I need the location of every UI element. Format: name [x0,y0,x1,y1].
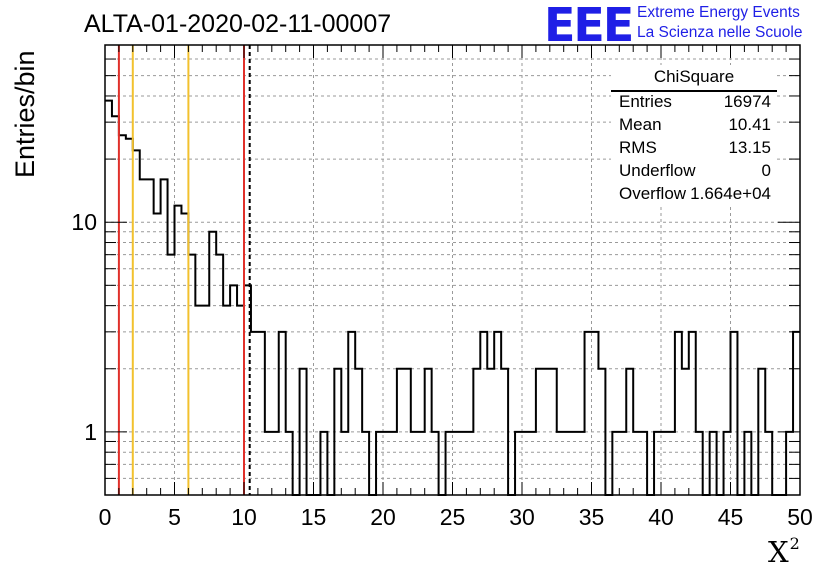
stats-value: 1.664e+04 [690,184,771,203]
y-tick-label: 10 [71,209,97,235]
x-tick-label: 45 [718,504,744,530]
eee-logo: EEE [544,0,634,52]
y-tick-label: 1 [84,419,97,445]
stats-key: Underflow [619,161,696,180]
x-tick-label: 5 [168,504,181,530]
y-axis-label: Entries/bin [10,50,40,178]
stats-key: RMS [619,138,657,157]
x-tick-label: 0 [99,504,112,530]
stats-title: ChiSquare [653,67,735,86]
x-tick-label: 20 [370,504,396,530]
stats-value: 10.41 [728,115,771,134]
stats-box: ChiSquare Entries 16974 Mean 10.41 RMS 1… [611,65,777,207]
stats-key: Entries [619,92,672,111]
stats-value: 13.15 [728,138,771,157]
chart-title: ALTA-01-2020-02-11-00007 [84,10,392,38]
brand-line-1: Extreme Energy Events [637,4,800,21]
x-tick-label: 10 [231,504,257,530]
tick-labels: 0 5 10 15 20 25 30 35 40 45 50 1 10 [71,209,812,530]
stats-row-overflow: Overflow 1.664e+04 [619,184,771,206]
stats-row-mean: Mean 10.41 [619,115,771,137]
brand-line-2: La Scienza nelle Scuole [637,24,803,41]
x-axis-label: X2 [768,534,800,569]
stats-key: Mean [619,115,662,134]
stats-key: Overflow [619,184,687,203]
stats-row-rms: RMS 13.15 [619,138,771,160]
stats-row-underflow: Underflow 0 [619,161,771,183]
plot-frame [104,44,801,496]
x-tick-label: 25 [440,504,466,530]
x-tick-label: 15 [301,504,327,530]
x-tick-label: 30 [509,504,535,530]
x-tick-label: 40 [648,504,674,530]
reference-lines [117,45,251,495]
x-tick-label: 50 [787,504,813,530]
stats-divider [611,90,777,92]
stats-value: 0 [761,161,771,180]
stats-row-entries: Entries 16974 [619,92,771,114]
x-tick-label: 35 [579,504,605,530]
x-axis-label-main: X [768,535,789,569]
stats-value: 16974 [723,92,771,111]
x-axis-label-superscript: 2 [789,534,800,553]
